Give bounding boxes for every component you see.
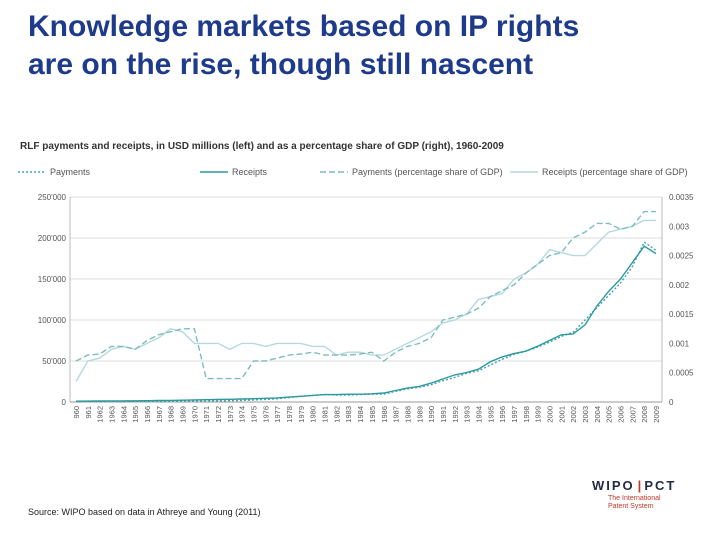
legend-label: Payments: [50, 167, 91, 177]
x-tick-label: 1965: [131, 406, 140, 423]
y-left-tick-label: 100'000: [38, 316, 67, 325]
x-tick-label: 2004: [593, 406, 602, 423]
logo-divider: |: [637, 478, 642, 493]
x-tick-label: 1995: [486, 406, 495, 423]
x-tick-label: 1963: [108, 406, 117, 423]
legend-label: Payments (percentage share of GDP): [352, 167, 503, 177]
logo-pct-text: PCT: [644, 478, 677, 493]
series-payments-line: [76, 241, 657, 403]
source-note: Source: WIPO based on data in Athreye an…: [28, 507, 261, 517]
x-tick-label: 1981: [321, 406, 330, 423]
x-tick-label: 1987: [392, 406, 401, 423]
y-right-tick-label: 0.001: [669, 339, 690, 348]
logo-subtitle: The International Patent System: [592, 495, 702, 511]
x-tick-label: 1980: [309, 406, 318, 423]
x-tick-label: 1996: [498, 406, 507, 423]
x-tick-label: 1992: [451, 406, 460, 423]
x-tick-label: 2005: [605, 406, 614, 423]
x-tick-label: 1983: [344, 406, 353, 423]
series-payments-pct-line: [75, 210, 656, 380]
y-right-tick-label: 0.003: [669, 222, 690, 231]
x-tick-label: 2007: [628, 406, 637, 423]
x-tick-label: 1991: [439, 406, 448, 423]
legend-label: Receipts: [232, 167, 268, 177]
x-tick-label: 1984: [356, 406, 365, 423]
logo-wipo-text: WIPO: [592, 478, 635, 493]
x-tick-label: 1985: [368, 406, 377, 423]
x-tick-label: 1977: [273, 406, 282, 423]
series-receipts-pct-line: [75, 219, 656, 382]
y-left-tick-label: 200'000: [38, 234, 67, 243]
x-tick-label: 1982: [332, 406, 341, 423]
y-right-tick-label: 0.0025: [669, 252, 694, 261]
y-right-tick-label: 0.0035: [669, 193, 694, 202]
x-tick-label: 1989: [415, 406, 424, 423]
slide-title: Knowledge markets based on IP rights are…: [28, 8, 708, 84]
x-tick-label: 1990: [427, 406, 436, 423]
wipo-pct-logo: WIPO | PCT The International Patent System: [592, 478, 702, 511]
x-tick-label: 1986: [380, 406, 389, 423]
x-tick-label: 1971: [202, 406, 211, 423]
logo-subtitle-line-1: The International: [608, 495, 661, 502]
logo-mark: WIPO | PCT: [592, 478, 702, 493]
x-tick-label: 1973: [226, 406, 235, 423]
x-tick-label: 1964: [119, 406, 128, 423]
x-tick-label: 2000: [545, 406, 554, 423]
y-right-tick-label: 0.002: [669, 281, 690, 290]
x-tick-label: 2001: [557, 406, 566, 423]
x-tick-label: 1997: [510, 406, 519, 423]
x-tick-label: 2008: [640, 406, 649, 423]
y-left-tick-label: 0: [62, 398, 67, 407]
x-tick-label: 1969: [179, 406, 188, 423]
x-tick-label: 2002: [569, 406, 578, 423]
y-right-tick-label: 0.0005: [669, 369, 694, 378]
x-tick-label: 1978: [285, 406, 294, 423]
x-tick-label: 1998: [522, 406, 531, 423]
series-receipts-line: [75, 245, 657, 402]
x-tick-label: 1962: [96, 406, 105, 423]
x-tick-label: 2009: [652, 406, 661, 423]
x-tick-label: 1999: [534, 406, 543, 423]
x-tick-label: 1975: [250, 406, 259, 423]
chart-title: RLF payments and receipts, in USD millio…: [20, 141, 504, 152]
x-tick-label: 2003: [581, 406, 590, 423]
slide-title-line-2: are on the rise, though still nascent: [28, 48, 534, 81]
y-left-tick-label: 250'000: [38, 193, 67, 202]
x-tick-label: 1994: [474, 406, 483, 423]
x-tick-label: 2006: [616, 406, 625, 423]
x-tick-label: 1968: [167, 406, 176, 423]
y-left-tick-label: 50'000: [42, 357, 66, 366]
y-right-tick-label: 0.0015: [669, 310, 694, 319]
x-tick-label: 1976: [261, 406, 270, 423]
x-tick-label: 1988: [403, 406, 412, 423]
x-tick-label: 961: [84, 406, 93, 419]
line-chart: 0 50'000 100'000 150'000 200'000 250'000 0 0.00…: [18, 167, 694, 423]
x-tick-label: 1974: [238, 406, 247, 423]
x-tick-label: 1970: [190, 406, 199, 423]
logo-subtitle-line-2: Patent System: [608, 503, 654, 510]
y-right-tick-label: 0: [669, 398, 674, 407]
x-tick-label: 1993: [463, 406, 472, 423]
y-left-tick-label: 150'000: [38, 275, 67, 284]
x-tick-label: 960: [72, 406, 81, 419]
x-tick-label: 1966: [143, 406, 152, 423]
x-tick-label: 1979: [297, 406, 306, 423]
x-tick-label: 1972: [214, 406, 223, 423]
legend-label: Receipts (percentage share of GDP): [542, 167, 688, 177]
x-tick-label: 1967: [155, 406, 164, 423]
slide-title-line-1: Knowledge markets based on IP rights: [28, 10, 580, 43]
